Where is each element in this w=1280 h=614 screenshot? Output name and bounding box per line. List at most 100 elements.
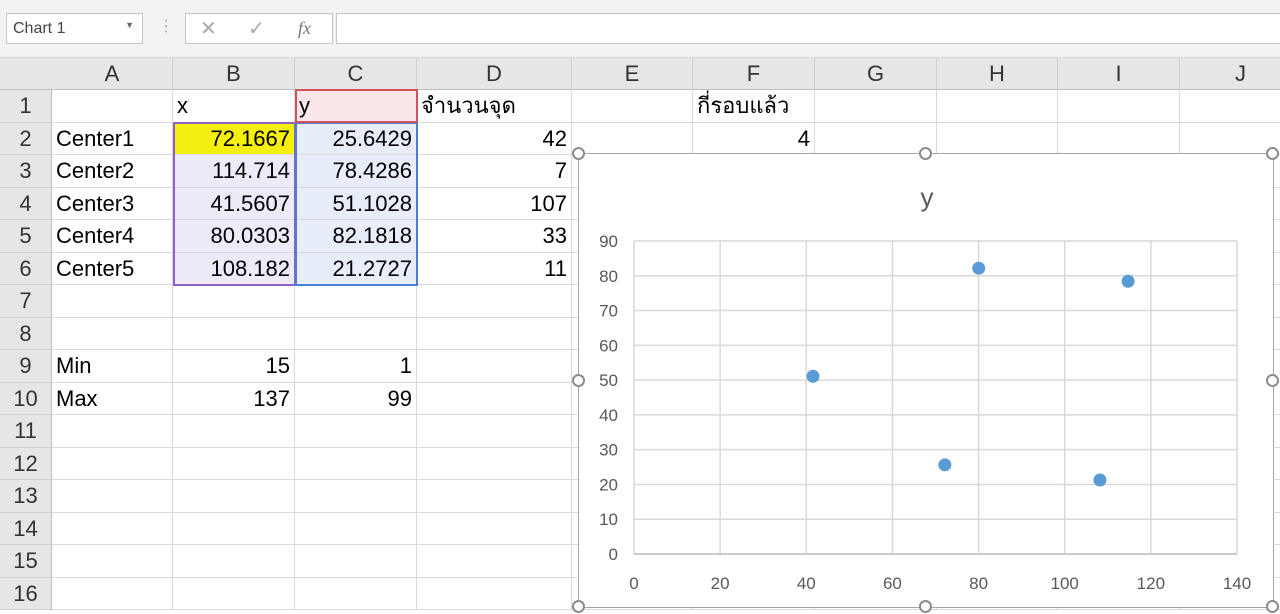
column-header-F[interactable]: F — [693, 58, 815, 90]
cell-A3[interactable]: Center2 — [52, 155, 173, 188]
cell-B11[interactable] — [173, 415, 295, 448]
cell-D3[interactable]: 7 — [417, 155, 572, 188]
cell-A5[interactable]: Center4 — [52, 220, 173, 253]
cell-C7[interactable] — [295, 285, 417, 318]
resize-handle[interactable] — [1266, 147, 1279, 160]
cell-A2[interactable]: Center1 — [52, 122, 173, 155]
column-header-B[interactable]: B — [173, 58, 295, 90]
cell-D7[interactable] — [417, 285, 572, 318]
cell-C13[interactable] — [295, 480, 417, 513]
column-header-E[interactable]: E — [572, 58, 693, 90]
cell-D11[interactable] — [417, 415, 572, 448]
cell-A14[interactable] — [52, 512, 173, 545]
check-icon[interactable]: ✓ — [248, 18, 265, 40]
cell-C3[interactable]: 78.4286 — [295, 155, 417, 188]
cell-H1[interactable] — [937, 90, 1058, 123]
cell-I2[interactable] — [1058, 122, 1180, 155]
cell-A13[interactable] — [52, 480, 173, 513]
cell-C5[interactable]: 82.1818 — [295, 220, 417, 253]
column-header-A[interactable]: A — [52, 58, 173, 90]
cell-B14[interactable] — [173, 512, 295, 545]
row-header-9[interactable]: 9 — [0, 350, 52, 383]
cell-B4[interactable]: 41.5607 — [173, 187, 295, 220]
row-header-8[interactable]: 8 — [0, 317, 52, 350]
row-header-3[interactable]: 3 — [0, 155, 52, 188]
cell-D9[interactable] — [417, 350, 572, 383]
cell-D10[interactable] — [417, 382, 572, 415]
cell-H2[interactable] — [937, 122, 1058, 155]
function-icon[interactable]: fx — [298, 18, 311, 38]
cell-F1[interactable]: กี่รอบแล้ว — [693, 90, 815, 123]
row-header-5[interactable]: 5 — [0, 220, 52, 253]
cell-A10[interactable]: Max — [52, 382, 173, 415]
cell-B8[interactable] — [173, 317, 295, 350]
x-icon[interactable]: ✕ — [200, 18, 217, 40]
cell-A11[interactable] — [52, 415, 173, 448]
cell-C15[interactable] — [295, 545, 417, 578]
cell-A16[interactable] — [52, 577, 173, 610]
row-header-16[interactable]: 16 — [0, 577, 52, 610]
cell-D5[interactable]: 33 — [417, 220, 572, 253]
cell-C16[interactable] — [295, 577, 417, 610]
cell-C4[interactable]: 51.1028 — [295, 187, 417, 220]
resize-handle[interactable] — [572, 373, 585, 387]
formula-input[interactable] — [336, 13, 1280, 44]
row-header-4[interactable]: 4 — [0, 187, 52, 220]
cell-B9[interactable]: 15 — [173, 350, 295, 383]
resize-handle[interactable] — [919, 147, 932, 160]
row-header-7[interactable]: 7 — [0, 285, 52, 318]
resize-handle[interactable] — [1266, 373, 1279, 387]
cell-D6[interactable]: 11 — [417, 252, 572, 285]
cell-D1[interactable]: จำนวนจุด — [417, 90, 572, 123]
column-header-C[interactable]: C — [295, 58, 417, 90]
row-header-15[interactable]: 15 — [0, 545, 52, 578]
cell-C2[interactable]: 25.6429 — [295, 122, 417, 155]
cell-D13[interactable] — [417, 480, 572, 513]
cell-C14[interactable] — [295, 512, 417, 545]
column-header-I[interactable]: I — [1058, 58, 1180, 90]
cell-A15[interactable] — [52, 545, 173, 578]
cell-B10[interactable]: 137 — [173, 382, 295, 415]
cell-D15[interactable] — [417, 545, 572, 578]
column-header-H[interactable]: H — [937, 58, 1058, 90]
row-header-13[interactable]: 13 — [0, 480, 52, 513]
cell-B3[interactable]: 114.714 — [173, 155, 295, 188]
cell-J2[interactable] — [1180, 123, 1280, 155]
row-header-12[interactable]: 12 — [0, 447, 52, 480]
cell-C6[interactable]: 21.2727 — [295, 252, 417, 285]
cell-B6[interactable]: 108.182 — [173, 252, 295, 285]
row-header-6[interactable]: 6 — [0, 252, 52, 285]
cell-B13[interactable] — [173, 480, 295, 513]
cell-C10[interactable]: 99 — [295, 382, 417, 415]
cell-E1[interactable] — [572, 90, 693, 123]
cell-C12[interactable] — [295, 447, 417, 480]
column-header-J[interactable]: J — [1180, 58, 1280, 90]
cell-D2[interactable]: 42 — [417, 122, 572, 155]
cell-J1[interactable] — [1180, 90, 1280, 123]
row-header-10[interactable]: 10 — [0, 382, 52, 415]
cell-A8[interactable] — [52, 317, 173, 350]
row-header-11[interactable]: 11 — [0, 415, 52, 448]
cell-D16[interactable] — [417, 577, 572, 610]
scatter-chart[interactable]: y 0 10 20 30 40 50 60 70 80 90 0 20 40 60 80 100 120 140 — [572, 147, 1279, 613]
cell-A1[interactable] — [52, 90, 173, 123]
cell-C11[interactable] — [295, 415, 417, 448]
resize-handle[interactable] — [572, 147, 585, 160]
cell-B7[interactable] — [173, 285, 295, 318]
row-header-2[interactable]: 2 — [0, 122, 52, 155]
cell-D14[interactable] — [417, 512, 572, 545]
name-box[interactable]: Chart 1 ▼ — [6, 13, 143, 44]
cell-B15[interactable] — [173, 545, 295, 578]
row-header-14[interactable]: 14 — [0, 512, 52, 545]
cell-A6[interactable]: Center5 — [52, 252, 173, 285]
cell-E2[interactable] — [572, 122, 693, 155]
resize-handle[interactable] — [919, 600, 932, 613]
cell-D12[interactable] — [417, 447, 572, 480]
cell-J16[interactable] — [1180, 578, 1280, 610]
cell-C9[interactable]: 1 — [295, 350, 417, 383]
cell-B1[interactable]: x — [173, 90, 295, 123]
cell-C8[interactable] — [295, 317, 417, 350]
cell-A7[interactable] — [52, 285, 173, 318]
column-header-G[interactable]: G — [815, 58, 937, 90]
cell-B2[interactable]: 72.1667 — [173, 122, 295, 155]
